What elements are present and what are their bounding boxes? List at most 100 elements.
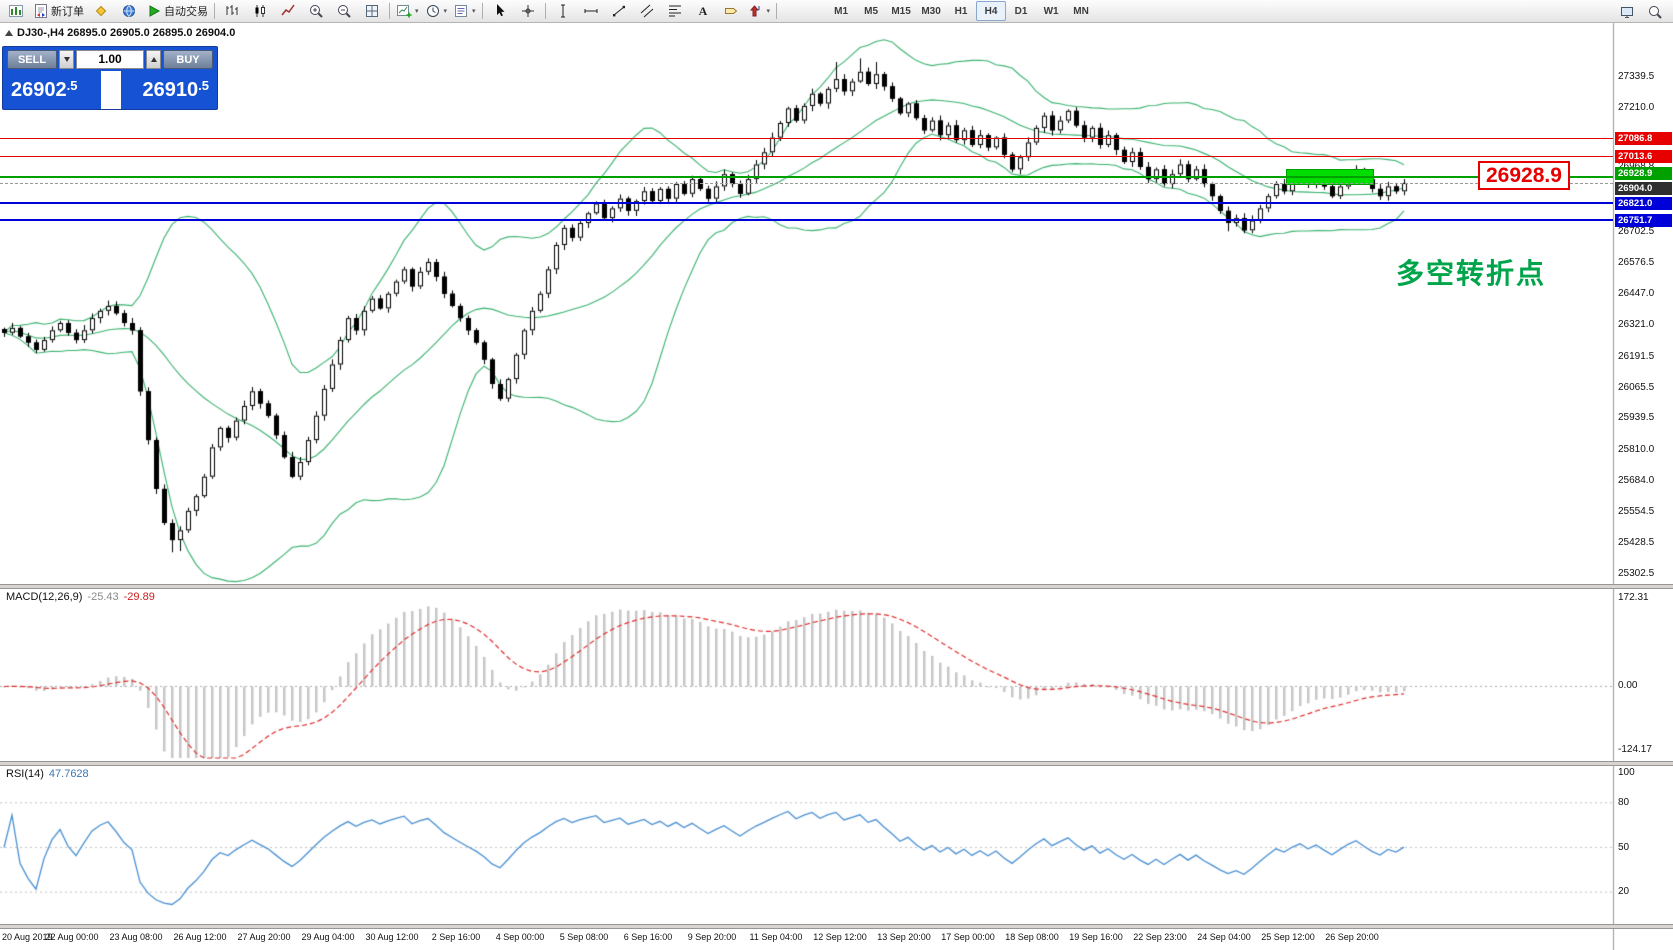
one-click-trading-panel: SELL 1.00 BUY 26902.5 26910.5 <box>2 46 218 110</box>
zoomout-icon <box>338 5 351 18</box>
time-axis-label: 23 Aug 08:00 <box>109 932 163 942</box>
toolbar-separator <box>389 3 390 19</box>
trade-panel-prices: 26902.5 26910.5 <box>3 71 217 109</box>
pivot-price-callout[interactable]: 26928.9 <box>1478 161 1570 190</box>
crosshair-button[interactable] <box>514 0 542 22</box>
fibonacci-button[interactable] <box>661 0 689 22</box>
chevron-down-icon: ▾ <box>443 8 448 15</box>
collapse-arrow-icon[interactable] <box>5 30 13 36</box>
time-axis-label: 22 Sep 23:00 <box>1133 932 1187 942</box>
data-window-icon[interactable] <box>115 0 143 22</box>
timeframe-w1[interactable]: W1 <box>1043 5 1059 17</box>
bars-mode-button[interactable] <box>218 0 246 22</box>
bid-price-label: 26904.0 <box>1615 182 1672 195</box>
fibo-icon <box>668 5 681 17</box>
label-icon <box>724 8 737 14</box>
chevron-down-icon: ▾ <box>415 8 419 15</box>
timeframe-h1[interactable]: H1 <box>954 5 968 17</box>
time-axis-label: 30 Aug 12:00 <box>365 932 419 942</box>
candles-icon <box>255 5 265 17</box>
sell-button[interactable]: SELL <box>7 50 57 69</box>
arrows-button[interactable]: ▾ <box>745 0 774 22</box>
sell-price[interactable]: 26902.5 <box>11 78 77 102</box>
price-scale-tick: 26065.5 <box>1618 381 1655 393</box>
text-label-button[interactable] <box>717 0 745 22</box>
symbol-info: DJ30-,H4 26895.0 26905.0 26895.0 26904.0 <box>5 27 235 39</box>
timeframe-d1[interactable]: D1 <box>1014 5 1028 17</box>
toolbar: 新订单 自动交易 ▾ ▾ ▾ A ▾ M1 M5 M15 M30 H1 H4 D1 W1 MN <box>0 0 1673 23</box>
panel-separator[interactable] <box>0 761 1673 766</box>
time-axis-label: 22 Aug 00:00 <box>45 932 99 942</box>
rsi-scale-tick: 80 <box>1618 796 1630 808</box>
new-order-button[interactable]: 新订单 <box>30 0 87 22</box>
toolbar-separator <box>214 3 215 19</box>
line-price-label: 26928.9 <box>1615 166 1672 180</box>
new-chart-button[interactable]: ▾ <box>393 0 422 22</box>
diamond-icon <box>95 5 107 17</box>
price-scale-tick: 27339.5 <box>1618 70 1655 82</box>
text-button[interactable]: A <box>689 0 717 22</box>
rsi-scale-tick: 20 <box>1618 886 1630 898</box>
price-scale-tick: 25554.5 <box>1618 506 1655 518</box>
horizontal-line-button[interactable] <box>577 0 605 22</box>
equidistant-channel-button[interactable] <box>633 0 661 22</box>
cursor-button[interactable] <box>486 0 514 22</box>
rsi-name: RSI(14) <box>6 768 44 780</box>
buy-price-main: 26910 <box>142 79 199 101</box>
template-button[interactable]: ▾ <box>450 0 479 22</box>
candles-mode-button[interactable] <box>246 0 274 22</box>
volume-decrease-button[interactable] <box>59 50 74 69</box>
line-price-label: 27086.8 <box>1615 131 1672 145</box>
buy-price[interactable]: 26910.5 <box>143 78 209 102</box>
sell-price-frac: .5 <box>66 78 78 93</box>
chartplus-icon <box>397 5 412 18</box>
timeframe-h4[interactable]: H4 <box>976 1 1007 21</box>
buy-button[interactable]: BUY <box>163 50 213 69</box>
pivot-line[interactable] <box>0 175 1613 178</box>
trendline-button[interactable] <box>605 0 633 22</box>
vertical-line-button[interactable] <box>549 0 577 22</box>
linechart-icon <box>281 4 295 16</box>
price-scale-tick: 26191.5 <box>1618 350 1655 362</box>
time-axis-label: 12 Sep 12:00 <box>813 932 867 942</box>
vline-icon <box>560 4 565 18</box>
bars-icon <box>226 5 238 15</box>
search-button[interactable] <box>1641 1 1669 23</box>
symbol-ohlc-text: DJ30-,H4 26895.0 26905.0 26895.0 26904.0 <box>17 27 236 39</box>
panel-separator[interactable] <box>0 584 1673 589</box>
line-mode-button[interactable] <box>274 0 302 22</box>
price-scale-tick: 25810.0 <box>1618 443 1655 455</box>
time-axis-label: 2 Sep 16:00 <box>431 932 481 942</box>
zoom-in-button[interactable] <box>302 0 330 22</box>
chart-icon <box>9 5 23 17</box>
volume-increase-button[interactable] <box>146 50 161 69</box>
panel-separator[interactable] <box>0 924 1673 929</box>
toolbar-separator <box>481 3 483 19</box>
zoom-out-button[interactable] <box>330 0 358 22</box>
timeframe-m30[interactable]: M30 <box>921 5 941 17</box>
time-axis-label: 13 Sep 20:00 <box>877 932 931 942</box>
bid-price-line <box>0 183 1613 184</box>
support-1-line[interactable] <box>0 202 1613 205</box>
resistance-1-line[interactable] <box>0 137 1613 139</box>
tile-windows-button[interactable] <box>358 0 386 22</box>
mql-market-icon[interactable] <box>87 0 115 22</box>
chevron-down-icon: ▾ <box>472 8 476 15</box>
autotrading-button[interactable]: 自动交易 <box>143 0 211 22</box>
chart-window-icon[interactable] <box>2 0 30 22</box>
timeframe-mn[interactable]: MN <box>1073 5 1089 17</box>
window-button[interactable] <box>1613 1 1641 23</box>
period-button[interactable]: ▾ <box>422 0 451 22</box>
order-icon <box>35 4 47 18</box>
timeframe-m1[interactable]: M1 <box>834 5 849 17</box>
resistance-2-line[interactable] <box>0 155 1613 157</box>
chart-annotation[interactable]: 多空转折点 <box>1396 258 1547 289</box>
support-2-line[interactable] <box>0 219 1613 222</box>
timeframe-m15[interactable]: M15 <box>891 5 911 17</box>
channel-icon <box>640 4 653 18</box>
volume-input[interactable]: 1.00 <box>76 50 144 69</box>
line-price-label: 27013.6 <box>1615 149 1672 163</box>
time-axis-label: 25 Sep 12:00 <box>1261 932 1315 942</box>
timeframe-m5[interactable]: M5 <box>864 5 879 17</box>
